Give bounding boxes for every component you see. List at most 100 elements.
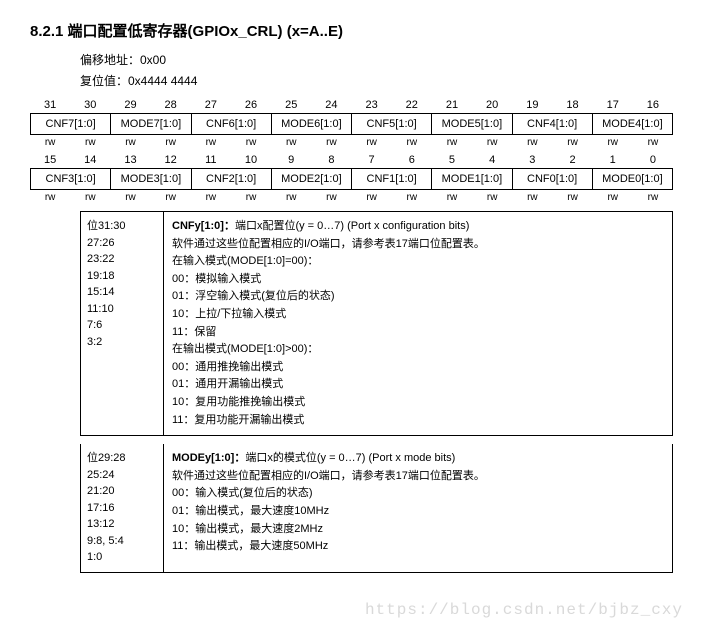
bits-lo-cell: 12 [151, 154, 191, 166]
rw-lo-cell: rw [271, 192, 311, 203]
desc-line: 01：通用开漏输出模式 [172, 376, 664, 394]
bits-lo-cell: 15 [30, 154, 70, 166]
desc-line: 在输出模式(MODE[1:0]>00)： [172, 341, 664, 359]
desc-line: 00：模拟输入模式 [172, 271, 664, 289]
bits-lo-cell: 3 [512, 154, 552, 166]
bit-range: 15:14 [87, 284, 157, 301]
rw-row-high: rwrwrwrwrwrwrwrwrwrwrwrwrwrwrwrw [30, 137, 673, 148]
bits-hi-cell: 17 [593, 99, 633, 111]
rw-hi-cell: rw [110, 137, 150, 148]
rw-lo-cell: rw [231, 192, 271, 203]
rw-hi-cell: rw [191, 137, 231, 148]
fields-hi-cell: CNF5[1:0] [352, 114, 432, 134]
rw-lo-cell: rw [30, 192, 70, 203]
desc-line: 00：输入模式(复位后的状态) [172, 485, 664, 503]
desc-line: 软件通过这些位配置相应的I/O端口，请参考表17端口位配置表。 [172, 236, 664, 254]
bits-hi-cell: 16 [633, 99, 673, 111]
bits-lo-cell: 13 [110, 154, 150, 166]
cnfy-description: 位31:3027:2623:2219:1815:1411:107:63:2 CN… [80, 211, 673, 436]
fields-hi-cell: MODE4[1:0] [593, 114, 672, 134]
modey-bit-ranges: 位29:2825:2421:2017:1613:129:8, 5:41:0 [81, 444, 164, 572]
bit-range: 位31:30 [87, 218, 157, 235]
bit-numbers-high: 31302928272625242322212019181716 [30, 99, 673, 111]
bits-hi-cell: 25 [271, 99, 311, 111]
rw-lo-cell: rw [151, 192, 191, 203]
bits-lo-cell: 14 [70, 154, 110, 166]
desc-line: 01：输出模式，最大速度10MHz [172, 503, 664, 521]
fields-lo-cell: MODE1[1:0] [432, 169, 512, 189]
desc-line: 11：输出模式，最大速度50MHz [172, 538, 664, 556]
desc-line: 10：复用功能推挽输出模式 [172, 394, 664, 412]
bits-lo-cell: 8 [311, 154, 351, 166]
bits-hi-cell: 21 [432, 99, 472, 111]
rw-hi-cell: rw [472, 137, 512, 148]
bits-hi-cell: 28 [151, 99, 191, 111]
rw-lo-cell: rw [392, 192, 432, 203]
cnfy-bit-ranges: 位31:3027:2623:2219:1815:1411:107:63:2 [81, 212, 164, 435]
reset-value: 复位值：0x4444 4444 [80, 72, 673, 89]
desc-line: 11：保留 [172, 324, 664, 342]
rw-hi-cell: rw [271, 137, 311, 148]
rw-hi-cell: rw [392, 137, 432, 148]
register-layout: 31302928272625242322212019181716 CNF7[1:… [30, 99, 673, 203]
modey-description: 位29:2825:2421:2017:1613:129:8, 5:41:0 MO… [80, 444, 673, 573]
bits-lo-cell: 11 [191, 154, 231, 166]
rw-hi-cell: rw [512, 137, 552, 148]
fields-hi-cell: MODE5[1:0] [432, 114, 512, 134]
fields-hi-cell: MODE6[1:0] [272, 114, 352, 134]
desc-line: 00：通用推挽输出模式 [172, 359, 664, 377]
bit-range: 位29:28 [87, 450, 157, 467]
desc-line: 01：浮空输入模式(复位后的状态) [172, 288, 664, 306]
bits-hi-cell: 29 [110, 99, 150, 111]
rw-hi-cell: rw [432, 137, 472, 148]
rw-lo-cell: rw [432, 192, 472, 203]
fields-hi-cell: CNF7[1:0] [31, 114, 111, 134]
bits-lo-cell: 6 [392, 154, 432, 166]
bits-lo-cell: 5 [432, 154, 472, 166]
rw-lo-cell: rw [70, 192, 110, 203]
bits-lo-cell: 7 [352, 154, 392, 166]
rw-hi-cell: rw [352, 137, 392, 148]
bits-hi-cell: 31 [30, 99, 70, 111]
bits-hi-cell: 19 [512, 99, 552, 111]
rw-lo-cell: rw [352, 192, 392, 203]
bits-lo-cell: 9 [271, 154, 311, 166]
rw-lo-cell: rw [552, 192, 592, 203]
rw-lo-cell: rw [633, 192, 673, 203]
modey-body: MODEy[1:0]：端口x的模式位(y = 0…7) (Port x mode… [164, 444, 672, 572]
rw-hi-cell: rw [552, 137, 592, 148]
bits-hi-cell: 24 [311, 99, 351, 111]
bit-range: 9:8, 5:4 [87, 533, 157, 550]
fields-hi-cell: MODE7[1:0] [111, 114, 191, 134]
fields-lo-cell: CNF1[1:0] [352, 169, 432, 189]
desc-line: 软件通过这些位配置相应的I/O端口，请参考表17端口位配置表。 [172, 468, 664, 486]
bit-range: 19:18 [87, 268, 157, 285]
fields-hi-cell: CNF4[1:0] [513, 114, 593, 134]
bits-hi-cell: 20 [472, 99, 512, 111]
bits-hi-cell: 26 [231, 99, 271, 111]
bit-range: 21:20 [87, 483, 157, 500]
bit-range: 17:16 [87, 500, 157, 517]
bit-range: 11:10 [87, 301, 157, 318]
desc-line: 10：输出模式，最大速度2MHz [172, 521, 664, 539]
fields-lo-cell: MODE2[1:0] [272, 169, 352, 189]
bit-range: 13:12 [87, 516, 157, 533]
fields-lo-cell: MODE0[1:0] [593, 169, 672, 189]
desc-line: 10：上拉/下拉输入模式 [172, 306, 664, 324]
bits-lo-cell: 2 [552, 154, 592, 166]
bits-hi-cell: 30 [70, 99, 110, 111]
field-row-low: CNF3[1:0]MODE3[1:0]CNF2[1:0]MODE2[1:0]CN… [30, 168, 673, 190]
watermark: https://blog.csdn.net/bjbz_cxy [365, 601, 683, 619]
bit-range: 23:22 [87, 251, 157, 268]
bits-hi-cell: 18 [552, 99, 592, 111]
bit-range: 3:2 [87, 334, 157, 351]
bits-hi-cell: 27 [191, 99, 231, 111]
desc-line: 在输入模式(MODE[1:0]=00)： [172, 253, 664, 271]
rw-lo-cell: rw [311, 192, 351, 203]
desc-title: MODEy[1:0]：端口x的模式位(y = 0…7) (Port x mode… [172, 450, 664, 468]
section-heading: 8.2.1 端口配置低寄存器(GPIOx_CRL) (x=A..E) [30, 20, 673, 41]
offset-address: 偏移地址：0x00 [80, 51, 673, 68]
rw-hi-cell: rw [151, 137, 191, 148]
desc-title: CNFy[1:0]：端口x配置位(y = 0…7) (Port x config… [172, 218, 664, 236]
rw-hi-cell: rw [593, 137, 633, 148]
